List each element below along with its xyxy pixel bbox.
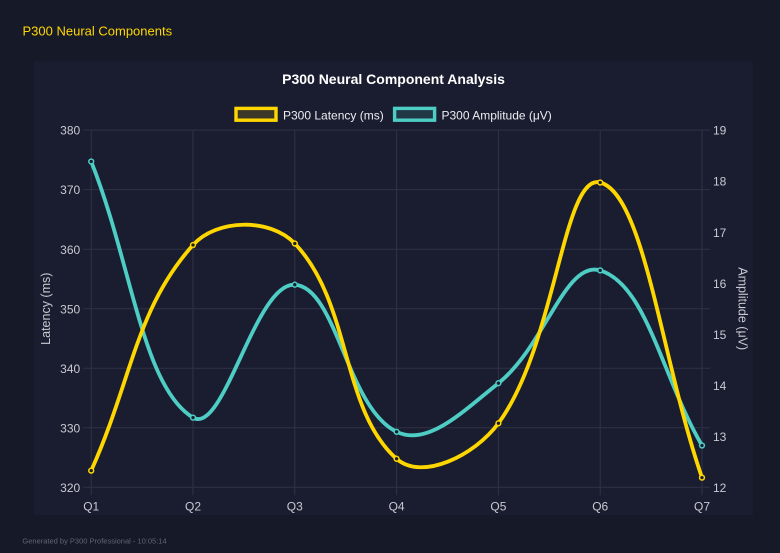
svg-text:15: 15 xyxy=(713,328,727,342)
svg-text:13: 13 xyxy=(713,430,727,444)
svg-text:380: 380 xyxy=(60,124,80,138)
svg-text:Q3: Q3 xyxy=(287,499,303,513)
svg-text:12: 12 xyxy=(713,481,727,495)
svg-text:Q4: Q4 xyxy=(389,499,405,513)
svg-text:P300 Amplitude (μV): P300 Amplitude (μV) xyxy=(442,108,552,122)
svg-text:16: 16 xyxy=(713,277,727,291)
svg-text:14: 14 xyxy=(713,379,727,393)
svg-text:Q7: Q7 xyxy=(694,499,710,513)
svg-text:Generated by P300 Professional: Generated by P300 Professional - 10:05:1… xyxy=(22,537,166,546)
svg-text:320: 320 xyxy=(60,481,80,495)
svg-text:Q5: Q5 xyxy=(490,499,506,513)
svg-text:19: 19 xyxy=(713,124,727,138)
svg-text:P300 Neural Component Analysis: P300 Neural Component Analysis xyxy=(282,71,505,87)
svg-text:350: 350 xyxy=(60,302,80,316)
svg-text:P300 Neural Components: P300 Neural Components xyxy=(23,23,173,38)
svg-text:340: 340 xyxy=(60,362,80,376)
svg-text:17: 17 xyxy=(713,226,727,240)
svg-text:Latency (ms): Latency (ms) xyxy=(39,273,53,345)
svg-text:330: 330 xyxy=(60,421,80,435)
svg-text:Q2: Q2 xyxy=(185,499,201,513)
svg-text:360: 360 xyxy=(60,243,80,257)
svg-text:Amplitude (μV): Amplitude (μV) xyxy=(736,267,750,350)
svg-text:P300 Latency (ms): P300 Latency (ms) xyxy=(283,108,384,122)
svg-text:18: 18 xyxy=(713,175,727,189)
svg-text:Q1: Q1 xyxy=(83,499,99,513)
svg-text:370: 370 xyxy=(60,183,80,197)
svg-text:Q6: Q6 xyxy=(592,499,608,513)
